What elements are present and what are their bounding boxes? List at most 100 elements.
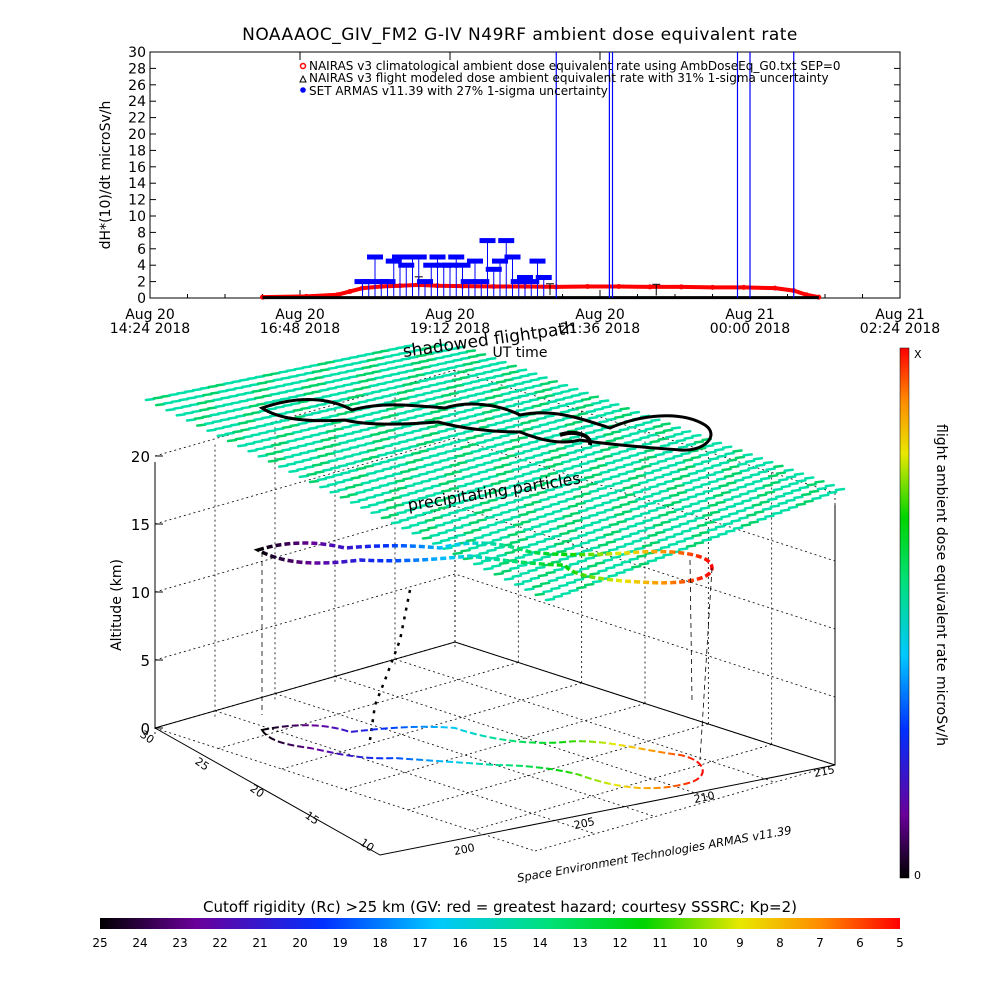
particle-dash: [498, 386, 509, 390]
particle-dash: [491, 538, 503, 542]
particle-dash: [641, 464, 652, 469]
particle-dash: [279, 397, 291, 401]
particle-dash: [600, 525, 612, 530]
particle-dash: [346, 438, 357, 443]
particle-dash: [514, 555, 526, 560]
dose-colorbar-frame: [899, 347, 910, 879]
particle-dash: [439, 538, 451, 543]
particle-dash: [540, 555, 551, 559]
particle-dash: [723, 474, 735, 478]
particle-dash: [731, 495, 742, 499]
particle-dash: [732, 526, 744, 530]
particle-dash: [498, 561, 510, 565]
particle-dash: [572, 518, 583, 523]
particle-dash: [369, 455, 380, 459]
particle-dash: [506, 477, 517, 481]
particle-dash: [227, 416, 238, 420]
particle-dash: [332, 378, 343, 383]
particle-dash: [363, 391, 374, 396]
particle-dash: [534, 483, 545, 488]
particle-dash: [723, 497, 734, 502]
particle-dash: [772, 487, 784, 492]
particle-dash: [663, 503, 674, 507]
particle-dash: [610, 555, 621, 560]
particle-dash: [446, 456, 458, 460]
rigidity-tick-label: 25: [92, 936, 107, 950]
particle-dash: [347, 395, 358, 400]
particle-dash: [547, 495, 558, 499]
particle-dash: [635, 473, 647, 478]
particle-dash: [351, 430, 363, 434]
particle-dash: [513, 498, 524, 502]
y-tick-label: 18: [128, 143, 146, 159]
particle-dash: [568, 387, 579, 392]
particle-dash: [629, 410, 641, 415]
particle-dash: [358, 450, 370, 455]
particle-dash: [485, 467, 497, 472]
particle-dash: [517, 537, 529, 542]
particle-dash: [476, 518, 488, 522]
particle-dash: [523, 406, 534, 410]
particle-dash: [486, 523, 498, 527]
particle-dash: [564, 546, 575, 551]
particle-dash: [309, 363, 320, 368]
particle-dash: [240, 428, 251, 432]
particle-dash: [397, 370, 408, 375]
particle-dash: [695, 469, 706, 473]
particle-dash: [317, 454, 328, 458]
particle-dash: [564, 422, 576, 427]
particle-dash: [586, 564, 598, 568]
particle-dash: [401, 525, 412, 530]
particle-dash: [160, 394, 171, 399]
particle-dash: [288, 374, 299, 379]
rigidity-tick-label: 16: [452, 936, 467, 950]
particle-dash: [547, 380, 559, 384]
particle-dash: [495, 400, 506, 404]
nairas-clim-point: [347, 288, 353, 294]
particle-dash: [358, 473, 369, 478]
particle-dash: [408, 523, 420, 527]
particle-dash: [580, 516, 591, 520]
particle-dash: [360, 505, 371, 509]
particle-dash: [530, 524, 542, 529]
particle-dash: [524, 587, 535, 591]
particle-dash: [473, 535, 485, 540]
x-axis-label: UT time: [493, 345, 548, 361]
particle-dash: [568, 480, 579, 485]
particle-dash: [396, 411, 407, 416]
particle-dash: [469, 496, 480, 500]
particle-dash: [399, 469, 411, 474]
particle-dash: [545, 544, 557, 549]
particle-dash: [583, 582, 595, 587]
particle-dash: [474, 391, 486, 396]
particle-dash: [457, 369, 468, 374]
particle-dash: [505, 404, 516, 408]
particle-dash: [202, 392, 213, 397]
particle-dash: [454, 477, 465, 481]
particle-dash: [387, 458, 398, 462]
particle-dash: [385, 428, 396, 433]
particle-dash: [611, 505, 623, 510]
particle-dash: [272, 378, 284, 382]
particle-dash: [678, 522, 690, 526]
particle-dash: [585, 506, 597, 510]
particle-dash: [475, 353, 487, 357]
particle-dash: [589, 572, 600, 576]
particle-dash: [401, 424, 412, 429]
particle-dash: [480, 477, 491, 481]
particle-dash: [390, 420, 402, 424]
particle-dash: [334, 384, 346, 389]
particle-dash: [752, 456, 764, 461]
particle-dash: [402, 453, 414, 458]
particle-dash: [591, 496, 602, 501]
particle-dash: [299, 451, 310, 455]
y-tick-label: 2: [137, 275, 146, 291]
particle-dash: [532, 453, 544, 458]
floor-grid-line: [344, 703, 646, 790]
particle-dash: [369, 364, 380, 368]
rigidity-ticks: 25 24 23 22 21 20 19 18 17 16 15 14 13 12 11 10 9 8 7 6 5: [92, 936, 903, 950]
particle-dash: [576, 478, 587, 482]
particle-dash: [265, 452, 276, 456]
particle-dash: [541, 505, 553, 509]
particle-dash: [574, 448, 585, 453]
